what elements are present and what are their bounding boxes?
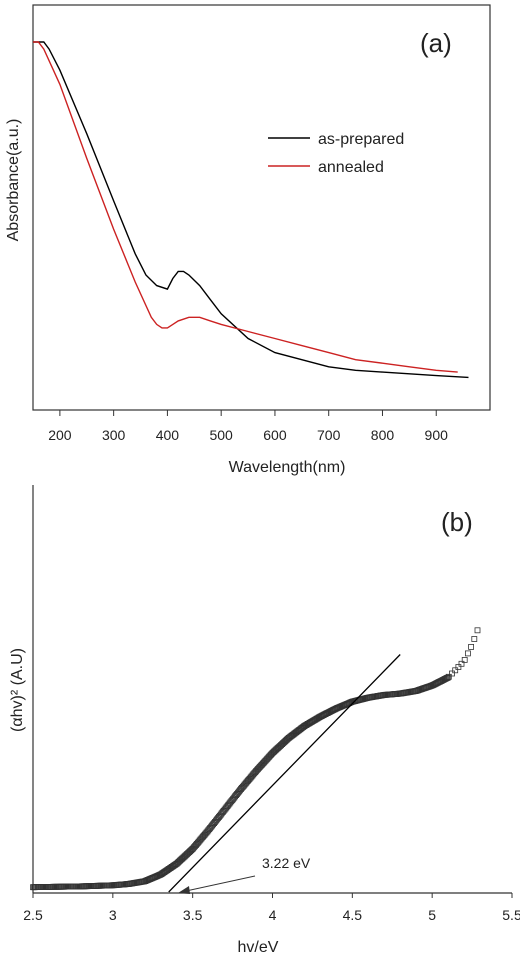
panel-b-annotation: 3.22 eV [178,855,311,894]
data-point [474,627,481,634]
data-point [452,667,459,674]
panel-a-legend: as-prepared annealed [268,131,404,176]
panel-a-x-tick-label: 900 [425,427,449,443]
panel-a-x-ticks: 200 300 400 500 600 700 800 900 [48,410,448,443]
data-point [443,675,450,681]
panel-a-x-axis-title: Wavelength(nm) [229,459,346,476]
panel-a-series [33,41,469,379]
data-point [461,657,468,663]
data-point [471,636,478,642]
panel-b-x-tick-label: 5 [428,907,436,923]
data-point [464,650,471,657]
panel-b-y-axis-title: (αhv)² (A.U) [9,648,26,732]
panel-a-plot-frame [32,4,491,411]
annotation-arrowhead [178,886,190,894]
data-point [468,644,475,650]
data-point [458,660,465,667]
panel-b-data-points [30,627,481,891]
panel-a-x-tick-label: 500 [209,427,233,443]
annotation-bandgap-value: 3.22 eV [262,855,311,871]
panel-a-x-tick-label: 600 [263,427,287,443]
panel-a-x-tick-label: 800 [371,427,395,443]
panel-a-y-axis-title: Absorbance(a.u.) [5,119,22,242]
legend-label-annealed: annealed [318,159,384,176]
panel-b-x-tick-label: 2.5 [23,907,43,923]
panel-a-x-tick-label: 200 [48,427,72,443]
panel-b-tangent-line [168,654,401,893]
panel-b-x-axis-title: hv/eV [238,939,279,956]
data-point [449,670,455,677]
data-point [455,664,462,670]
series-line-annealed [33,41,458,373]
panel-a-label: (a) [420,28,452,58]
data-point [444,674,451,681]
panel-b-x-tick-label: 5.5 [502,907,520,923]
panel-b-x-tick-label: 4.5 [343,907,363,923]
panel-b-x-tick-label: 4 [269,907,277,923]
annotation-arrow [185,875,256,892]
panel-a-x-tick-label: 700 [317,427,341,443]
panel-b-x-tick-label: 3 [109,907,117,923]
data-point [445,673,452,680]
panel-a-x-tick-label: 400 [156,427,180,443]
series-line-as-prepared [33,41,469,379]
panel-b-label: (b) [441,507,473,537]
panel-a-absorbance-chart: 200 300 400 500 600 700 800 900 (a) as-prepared… [5,4,491,476]
panel-b-x-tick-label: 3.5 [183,907,203,923]
panel-b-x-ticks: 2.5 3 3.5 4 4.5 5 5.5 [23,893,520,923]
legend-label-as-prepared: as-prepared [318,131,404,148]
panel-b-tauc-plot: 2.5 3 3.5 4 4.5 5 5.5 3.22 eV (b) hv/eV (αhv)²… [9,485,520,956]
panel-a-x-tick-label: 300 [102,427,126,443]
